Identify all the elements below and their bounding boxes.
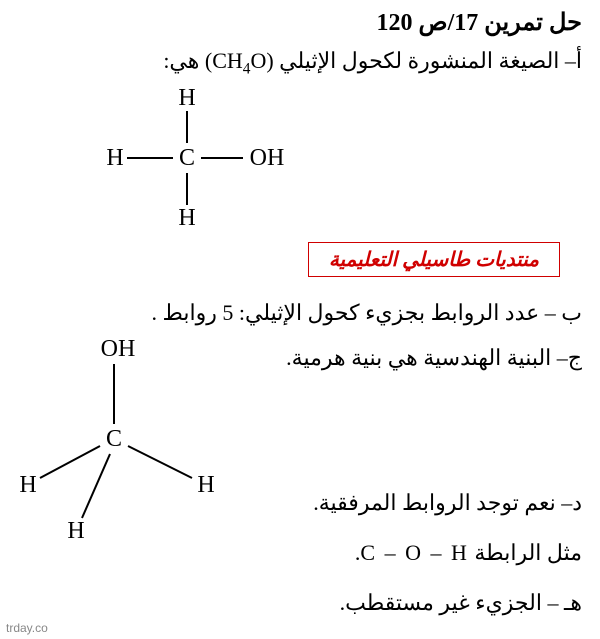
atom-h-top: H bbox=[178, 85, 195, 111]
line-a: أ– الصيغة المنشورة لكحول الإثيلي (CH4O) … bbox=[163, 48, 582, 78]
line-d: د– نعم توجد الروابط المرفقية. bbox=[313, 490, 582, 516]
line-d2: مثل الرابطة C – O – H. bbox=[355, 540, 582, 566]
atom-c: C bbox=[179, 145, 195, 171]
atom-oh: OH bbox=[250, 145, 285, 171]
watermark-text: منتديات طاسيلي التعليمية bbox=[329, 249, 539, 271]
line-b: ب – عدد الروابط بجزيء كحول الإثيلي: 5 رو… bbox=[152, 300, 582, 326]
atom-h-left-2: H bbox=[19, 472, 36, 498]
structure-2: OH C H H H bbox=[10, 330, 250, 550]
line-c: ج– البنية الهندسية هي بنية هرمية. bbox=[286, 345, 582, 371]
line-d2-pre: مثل الرابطة bbox=[469, 540, 582, 565]
line-e: هـ – الجزيء غير مستقطب. bbox=[340, 590, 582, 616]
line-a-pre: أ– الصيغة المنشورة لكحول الإثيلي ( bbox=[266, 48, 582, 73]
watermark-box: منتديات طاسيلي التعليمية bbox=[308, 242, 560, 277]
atom-h-right-2: H bbox=[197, 472, 214, 498]
atom-h-bottom-2: H bbox=[67, 518, 84, 544]
bond-coh: C – O – H bbox=[360, 540, 468, 565]
footer-url: trday.co bbox=[6, 621, 48, 635]
atom-oh-2: OH bbox=[101, 336, 136, 362]
structure-1: H H C OH H bbox=[95, 85, 295, 235]
line-a-post: ) هي: bbox=[163, 48, 212, 73]
atom-h-left: H bbox=[106, 145, 123, 171]
atom-c-2: C bbox=[106, 426, 122, 452]
atom-h-bottom: H bbox=[178, 205, 195, 231]
exercise-title: حل تمرين 17/ص 120 bbox=[377, 8, 582, 37]
formula-ch4o: CH4O bbox=[212, 48, 266, 73]
